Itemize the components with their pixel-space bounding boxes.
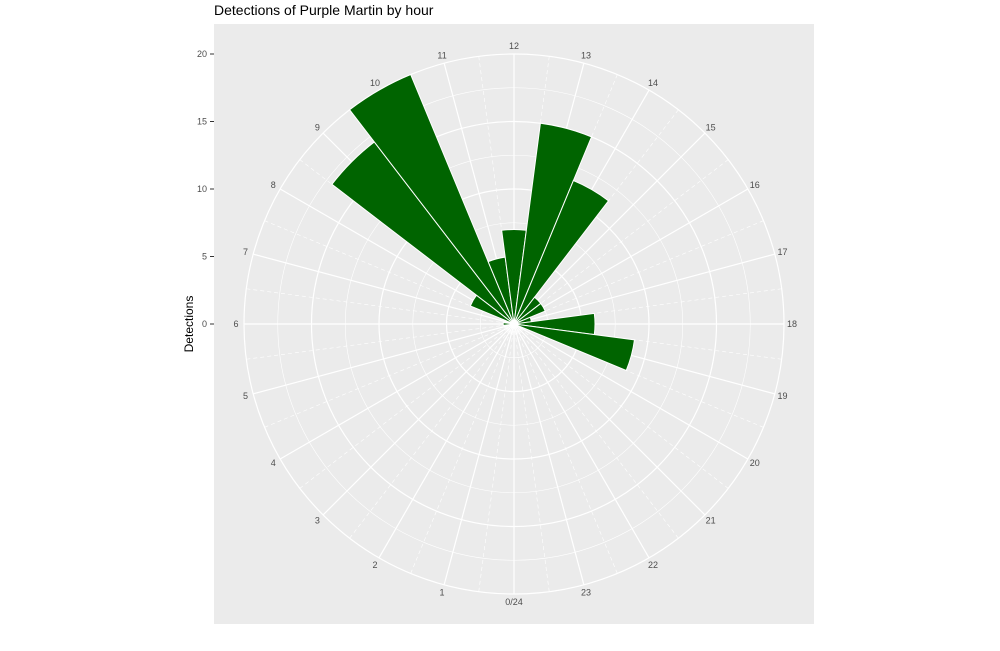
hour-tick-label: 2 xyxy=(372,560,377,570)
major-radial-gridline xyxy=(279,323,515,460)
y-tick-label: 10 xyxy=(197,184,207,194)
hour-tick-label: 21 xyxy=(706,516,716,526)
hour-tick-label: 23 xyxy=(581,588,591,598)
hour-tick-label: 13 xyxy=(581,50,591,60)
hour-tick-label: 14 xyxy=(648,78,658,88)
bar-hour-10 xyxy=(348,73,515,325)
bar-hour-16 xyxy=(513,302,546,325)
major-radial-gridline xyxy=(378,323,515,559)
hour-labels: 0/24123456789101112131415161718192021222… xyxy=(233,41,797,607)
hour-tick-label: 8 xyxy=(271,180,276,190)
y-tick-label: 15 xyxy=(197,117,207,127)
major-radial-gridline xyxy=(513,132,706,325)
bar-hour-19 xyxy=(513,323,636,372)
hour-tick-label: 4 xyxy=(271,458,276,468)
major-radial-gridline xyxy=(322,323,515,516)
y-axis-ticks: 0 5 10 15 20 xyxy=(197,49,214,329)
y-tick-label: 5 xyxy=(202,252,207,262)
hour-tick-label: 12 xyxy=(509,41,519,51)
hour-tick-label: 16 xyxy=(750,180,760,190)
major-radial-gridline xyxy=(513,323,706,516)
hour-tick-label: 10 xyxy=(370,78,380,88)
major-radial-gridline xyxy=(513,323,585,585)
hour-tick-label: 17 xyxy=(778,247,788,257)
major-radial-gridline xyxy=(253,323,515,395)
hour-tick-label: 9 xyxy=(315,122,320,132)
hour-tick-label: 22 xyxy=(648,560,658,570)
major-radial-gridline xyxy=(513,323,749,460)
bar-hour-6 xyxy=(502,322,515,326)
y-tick-label: 20 xyxy=(197,49,207,59)
hour-tick-label: 20 xyxy=(750,458,760,468)
major-radial-gridline xyxy=(253,253,515,325)
hour-tick-label: 18 xyxy=(787,319,797,329)
hour-tick-label: 1 xyxy=(440,588,445,598)
hour-tick-label: 11 xyxy=(437,50,446,60)
y-tick-label: 0 xyxy=(202,319,207,329)
bar-hour-13 xyxy=(513,122,593,325)
major-radial-gridline xyxy=(513,188,749,325)
bars xyxy=(331,73,636,372)
hour-tick-label: 7 xyxy=(243,247,248,257)
hour-tick-label: 19 xyxy=(778,391,788,401)
major-radial-gridline xyxy=(443,323,515,585)
hour-tick-label: 5 xyxy=(243,391,248,401)
hour-tick-label: 3 xyxy=(315,516,320,526)
hour-tick-label: 6 xyxy=(233,319,238,329)
chart-title: Detections of Purple Martin by hour xyxy=(214,2,434,18)
y-axis-title: Detections xyxy=(182,296,196,353)
major-radial-gridline xyxy=(513,323,650,559)
bar-hour-14 xyxy=(513,179,610,325)
hour-tick-label: 15 xyxy=(706,122,716,132)
hour-tick-label: 0/24 xyxy=(505,597,523,607)
major-radial-gridline xyxy=(513,253,775,325)
